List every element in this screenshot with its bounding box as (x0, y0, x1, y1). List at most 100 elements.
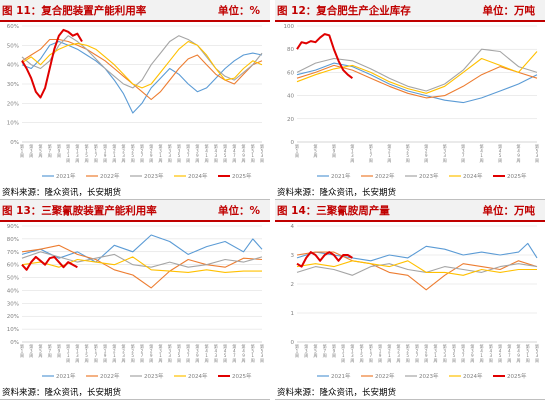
panel-header: 图 14：三聚氰胺周产量 单位：万吨 (275, 200, 545, 222)
legend-label: 2025年 (507, 172, 527, 180)
y-tick-label: 20% (7, 314, 19, 320)
panel-header: 图 12：复合肥生产企业库存 单位：万吨 (275, 0, 545, 22)
legend-label: 2024年 (463, 172, 483, 180)
y-tick-label: 20% (7, 101, 19, 107)
unit-label: 单位：万吨 (482, 205, 536, 217)
y-tick-label: 40% (7, 63, 19, 69)
legend-label: 2023年 (419, 172, 439, 180)
y-tick-label: 70% (7, 250, 19, 256)
panel-fertilizer-inventory: 图 12：复合肥生产企业库存 单位：万吨 0 20 40 60 80 100 第 1 周 第 5 周 第… (275, 0, 550, 200)
legend-label: 2022年 (100, 172, 120, 180)
series-line-2021 (21, 234, 263, 263)
y-tick-label: 50% (7, 276, 19, 282)
y-tick-label: 10% (7, 121, 19, 127)
series-line-2022 (21, 244, 263, 289)
y-tick-label: 3 (291, 253, 295, 259)
y-tick-label: 30% (7, 301, 19, 307)
divider (0, 199, 270, 200)
series-line-2023 (21, 251, 263, 268)
series-line-2024 (296, 51, 538, 94)
panel-melamine-utilization: 图 13：三聚氰胺装置产能利用率 单位：% 0% 10% 20% 30% 40% 50% 6… (0, 200, 275, 400)
y-tick-label: 80 (287, 47, 294, 53)
y-tick-label: 60% (7, 24, 19, 30)
line-chart: 0 1 2 3 4 第 1 周 第 3 周 第 5 周 第 7 周 第 9 周 第 1 1 周 第 1 3 周 第 1 5 周 第 1 7 周 第 1 9 周… (291, 224, 540, 380)
chart-title: 图 14：三聚氰胺周产量 (277, 205, 390, 217)
y-tick-label: 80% (7, 237, 19, 243)
series-line-2022 (296, 64, 538, 99)
y-tick-label: 90% (7, 224, 19, 230)
source-note: 资料来源：隆众资讯，长安期货 (2, 188, 122, 198)
line-chart: 0% 10% 20% 30% 40% 50% 60% 70% 80% 90% 第 1 周 第 3 周 第 5 周 第 7… (7, 224, 264, 380)
y-tick-label: 0 (291, 340, 295, 346)
unit-label: 单位：万吨 (482, 5, 536, 17)
panel-fertilizer-utilization: 图 11：复合肥装置产能利用率 单位：% 0% 10% 20% 30% 40% 50% 60… (0, 0, 275, 200)
unit-label: 单位：% (217, 5, 260, 17)
source-note: 资料来源：隆众资讯，长安期货 (2, 388, 122, 398)
series-line-2022 (21, 38, 263, 101)
legend-label: 2021年 (56, 172, 76, 180)
series-line-2023 (296, 48, 538, 92)
divider (275, 199, 545, 200)
y-tick-label: 2 (291, 282, 295, 288)
legend-label: 2022年 (375, 372, 395, 380)
legend-label: 2023年 (144, 372, 164, 380)
line-chart: 0% 10% 20% 30% 40% 50% 60% 第 1 周 第 3 周 第 5 周 第 7 周 第 9 周 第 1 1 周 第… (7, 24, 264, 180)
series-line-2025 (296, 251, 353, 268)
series-line-2023 (296, 263, 538, 276)
chart-title: 图 11：复合肥装置产能利用率 (2, 5, 147, 17)
